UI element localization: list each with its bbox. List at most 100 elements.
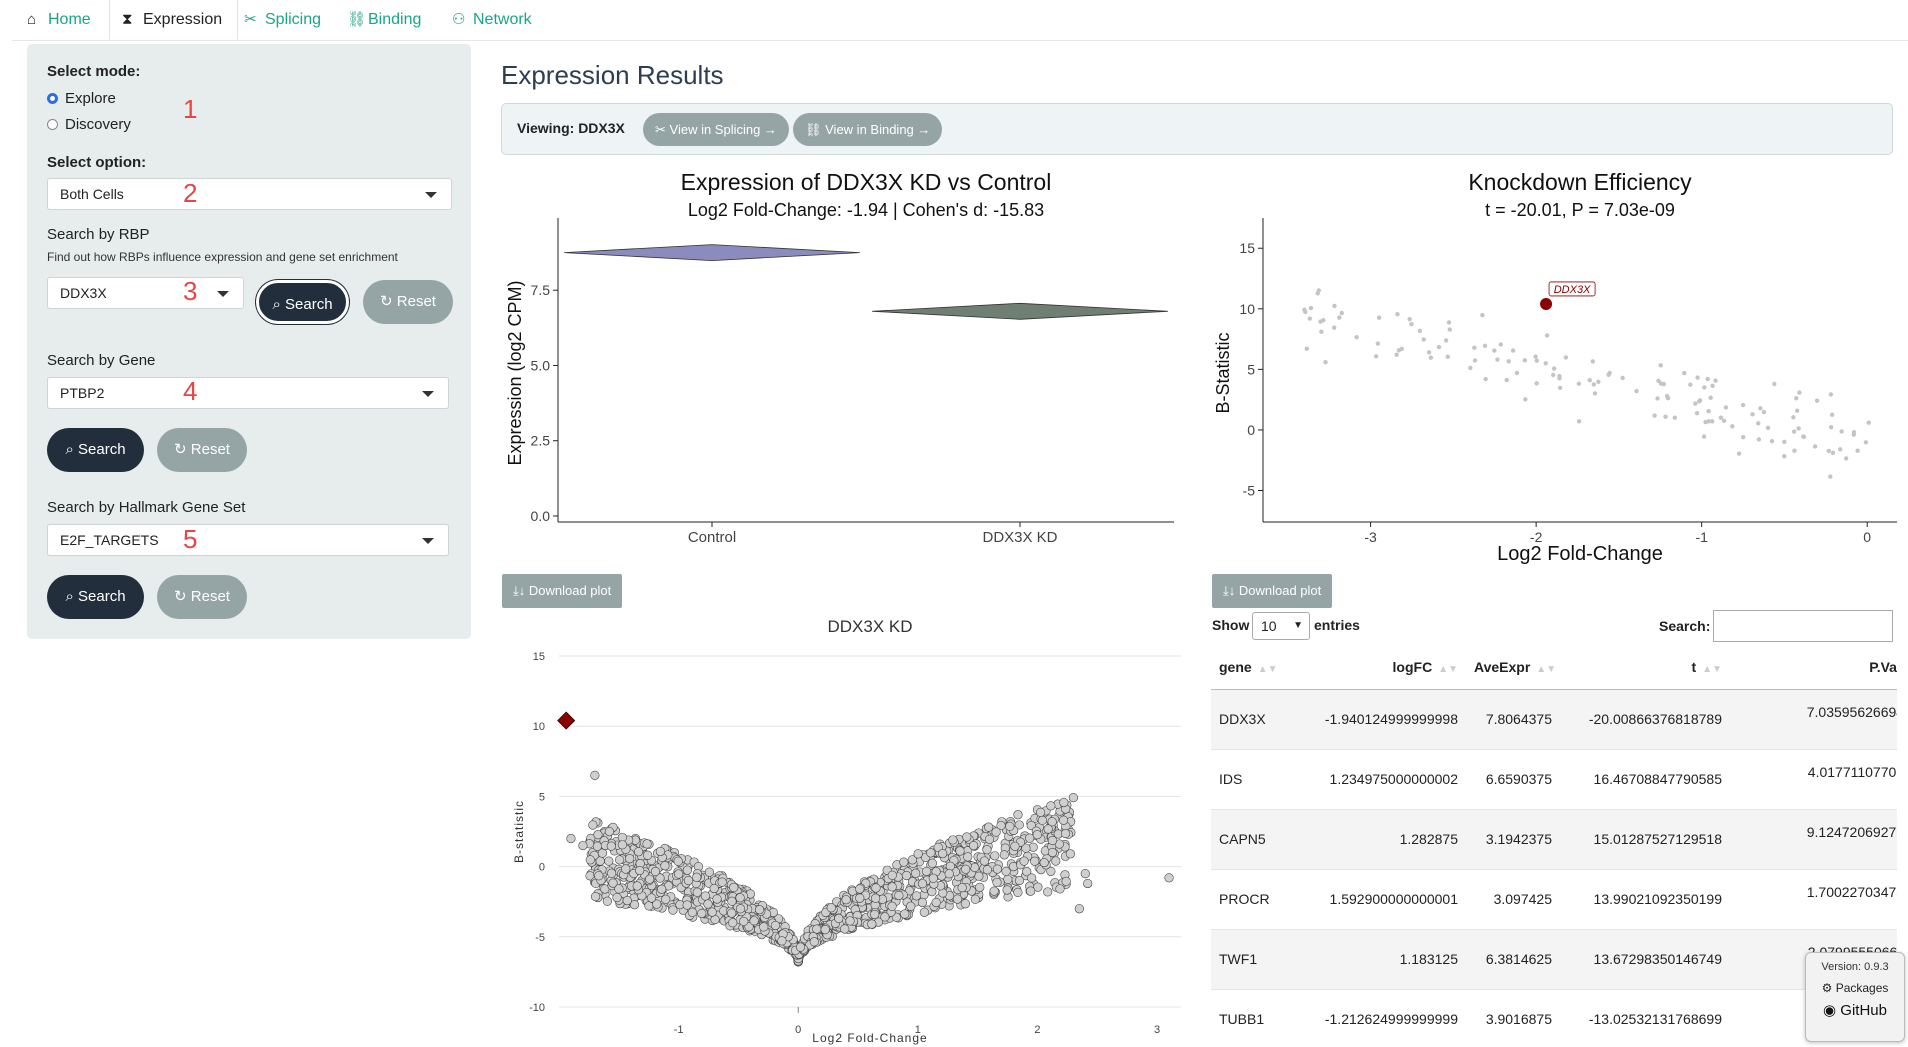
- volcano-point: [1061, 876, 1071, 886]
- volcano-point: [1083, 878, 1093, 889]
- scatter-point: [1697, 399, 1702, 404]
- tab-network[interactable]: ⚇ Network: [452, 0, 552, 40]
- view-in-splicing-button[interactable]: ✂ View in Splicing →: [643, 113, 789, 146]
- chevron-down-icon: [425, 192, 437, 198]
- col-header-gene[interactable]: gene ▲▼: [1211, 645, 1286, 690]
- rbp-search-button[interactable]: ⌕ Search: [256, 280, 349, 324]
- volcano-point: [1080, 869, 1090, 879]
- radio-explore[interactable]: Explore: [47, 90, 116, 107]
- cell-pvalue: 4.017711077012395e: [1730, 749, 1897, 810]
- scatter-point: [1713, 378, 1718, 383]
- tab-expression[interactable]: ⧗ Expression: [109, 0, 238, 40]
- volcano-point: [913, 849, 923, 859]
- scatter-point: [1522, 358, 1528, 363]
- col-header-t[interactable]: t ▲▼: [1560, 645, 1730, 690]
- volcano-point: [1051, 856, 1061, 866]
- scatter-point: [1796, 426, 1801, 431]
- results-table-container: gene ▲▼ logFC ▲▼ AveExpr ▲▼ t ▲▼ P.Value▲▼ D…: [1211, 645, 1897, 1047]
- scatter-point: [1765, 425, 1771, 431]
- table-row[interactable]: TUBB1 -1.212624999999999 3.9016875 -13.0253…: [1211, 989, 1897, 1047]
- table-row[interactable]: IDS 1.234975000000002 6.6590375 16.46708847…: [1211, 749, 1897, 810]
- volcano-point: [990, 851, 1000, 861]
- scatter-point: [1576, 419, 1582, 424]
- option-select[interactable]: Both Cells: [47, 178, 452, 210]
- radio-explore-dot[interactable]: [47, 93, 58, 104]
- entries-select[interactable]: 10 ▼: [1252, 612, 1310, 640]
- gene-search-button[interactable]: ⌕ Search: [47, 428, 144, 472]
- scatter-point: [1652, 413, 1657, 418]
- table-row[interactable]: DDX3X -1.940124999999998 7.8064375 -20.0086…: [1211, 689, 1897, 750]
- gene-select[interactable]: PTBP2: [47, 377, 449, 409]
- home-icon: ⌂: [27, 11, 37, 28]
- tab-binding[interactable]: ⛓ Binding: [347, 0, 441, 40]
- volcano-point: [602, 896, 612, 906]
- scatter-point: [1740, 434, 1746, 440]
- scatter-point: [1710, 383, 1715, 389]
- view-in-binding-label: View in Binding →: [825, 122, 931, 137]
- col-header-logfc[interactable]: logFC ▲▼: [1286, 645, 1466, 690]
- gene-search-label: Search: [78, 441, 126, 458]
- volcano-point: [809, 937, 819, 947]
- volcano-point: [1164, 873, 1174, 883]
- radio-discovery-dot[interactable]: [47, 119, 58, 130]
- hallmark-search-button[interactable]: ⌕ Search: [47, 575, 144, 619]
- download-plot-button-1[interactable]: ⤓↓ Download plot: [502, 574, 623, 608]
- rbp-search-label: Search: [285, 296, 333, 313]
- github-link[interactable]: ◉ GitHub: [1806, 1001, 1904, 1019]
- scatter-point: [1544, 333, 1550, 338]
- rbp-reset-button[interactable]: ↻ Reset: [363, 280, 453, 324]
- scatter-point: [1682, 370, 1687, 376]
- volcano-point: [614, 855, 625, 865]
- search-icon: ⌕: [65, 588, 79, 605]
- radio-discovery[interactable]: Discovery: [47, 116, 131, 133]
- volcano-point: [655, 846, 666, 857]
- gene-reset-button[interactable]: ↻ Reset: [157, 428, 247, 472]
- hallmark-reset-button[interactable]: ↻ Reset: [157, 575, 247, 619]
- volcano-point: [770, 920, 781, 931]
- volcano-point: [668, 905, 678, 915]
- packages-label: Packages: [1835, 981, 1889, 995]
- download-icon: ⤓: [513, 583, 519, 598]
- tab-home[interactable]: ⌂ Home: [27, 0, 111, 40]
- table-row[interactable]: CAPN5 1.282875 3.1942375 15.01287527129518 9…: [1211, 809, 1897, 870]
- col-header-aveexpr[interactable]: AveExpr ▲▼: [1466, 645, 1560, 690]
- scatter-point: [1794, 396, 1799, 401]
- volcano-point: [927, 887, 937, 897]
- volcano-point: [604, 856, 614, 866]
- scatter-point: [1587, 378, 1592, 383]
- volcano-point: [621, 864, 631, 874]
- reset-icon: ↻: [174, 588, 191, 605]
- volcano-point: [593, 830, 603, 840]
- rbp-select[interactable]: DDX3X: [47, 277, 244, 309]
- scatter-point: [1797, 390, 1802, 395]
- volcano-point: [709, 883, 719, 894]
- download-plot-button-2[interactable]: ⤓↓ Download plot: [1212, 574, 1333, 608]
- volcano-point: [588, 820, 598, 830]
- x-tick-label: -2: [1530, 529, 1543, 545]
- hallmark-reset-label: Reset: [190, 588, 230, 605]
- volcano-point: [1058, 815, 1069, 825]
- volcano-point: [1046, 801, 1056, 811]
- table-row[interactable]: TWF11.1831256.381462513.672983501467492.…: [1211, 929, 1897, 990]
- table-row[interactable]: PROCR 1.592900000000001 3.097425 13.9902109…: [1211, 869, 1897, 930]
- volcano-point: [1013, 810, 1023, 820]
- volcano-point: [642, 839, 652, 849]
- volcano-point: [661, 894, 671, 904]
- col-header-pvalue[interactable]: P.Value▲▼: [1730, 645, 1897, 690]
- scatter-point: [1472, 345, 1477, 350]
- volcano-point: [1021, 843, 1031, 853]
- table-search-input[interactable]: [1713, 610, 1893, 642]
- view-in-binding-button[interactable]: ⛓ View in Binding →: [793, 113, 943, 146]
- col-gene-label: gene: [1219, 658, 1252, 675]
- scatter-point: [1769, 438, 1775, 444]
- tab-splicing[interactable]: ✂ Splicing: [244, 0, 334, 40]
- scatter-point: [1851, 432, 1856, 437]
- volcano-point: [754, 905, 765, 915]
- volcano-point: [927, 858, 937, 868]
- y-tick-label: 0: [1247, 422, 1255, 438]
- packages-link[interactable]: ⚙ Packages: [1806, 981, 1904, 995]
- volcano-point: [1068, 793, 1078, 803]
- x-tick-label: DDX3X KD: [982, 529, 1057, 546]
- hallmark-select[interactable]: E2F_TARGETS: [47, 524, 449, 556]
